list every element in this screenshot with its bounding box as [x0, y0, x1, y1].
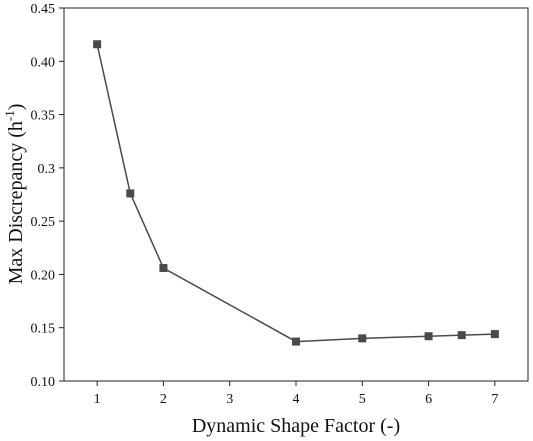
- y-tick-label: 0.25: [31, 215, 56, 230]
- x-tick-label: 4: [293, 392, 300, 407]
- y-tick-label: 0.20: [31, 268, 56, 283]
- y-tick-label: 0.10: [31, 375, 56, 390]
- data-point-marker: [358, 334, 367, 343]
- y-axis-title-suffix: ): [5, 104, 27, 111]
- x-tick-label: 2: [160, 392, 167, 407]
- x-axis-title: Dynamic Shape Factor (-): [192, 415, 400, 437]
- series-layer: [93, 40, 499, 346]
- y-axis-ticks: 0.10 0.15 0.20 0.25 0.3 0.35 0.40 0.45: [31, 2, 64, 390]
- data-point-marker: [93, 40, 102, 49]
- y-tick-label: 0.40: [31, 55, 56, 70]
- data-point-marker: [159, 264, 168, 273]
- data-point-marker: [292, 337, 300, 346]
- y-axis-title-prefix: Max Discrepancy (h: [5, 121, 27, 284]
- y-tick-label: 0.35: [31, 109, 56, 124]
- y-tick-label: 0.45: [31, 2, 56, 17]
- y-tick-label: 0.3: [38, 162, 56, 177]
- y-axis-title: Max Discrepancy (h-1): [2, 104, 27, 285]
- x-tick-label: 5: [359, 392, 366, 407]
- y-tick-label: 0.15: [31, 322, 56, 337]
- x-tick-label: 1: [94, 392, 101, 407]
- x-tick-label: 6: [425, 392, 432, 407]
- data-point-marker: [457, 331, 466, 340]
- x-tick-label: 3: [226, 392, 233, 407]
- y-axis-title-superscript: -1: [2, 110, 17, 121]
- data-point-marker: [424, 332, 433, 341]
- data-point-marker: [490, 330, 499, 339]
- x-tick-label: 7: [491, 392, 498, 407]
- data-point-marker: [126, 189, 135, 198]
- x-axis-ticks: 1 2 3 4 5 6 7: [94, 381, 498, 407]
- series-line: [96, 44, 495, 343]
